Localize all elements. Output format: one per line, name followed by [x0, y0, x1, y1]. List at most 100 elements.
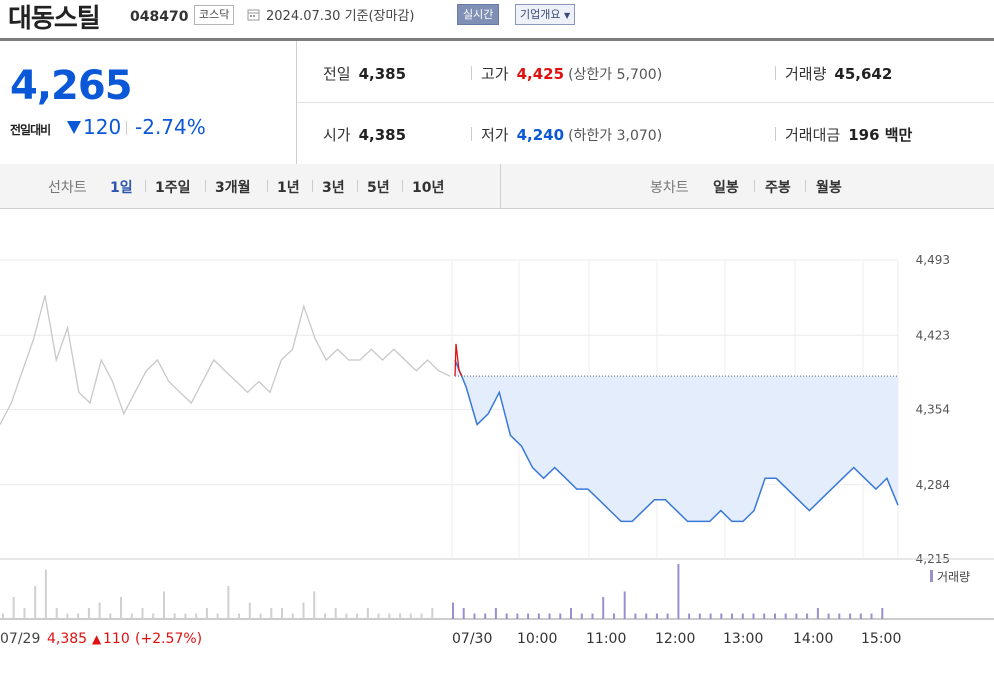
volume-bar: [23, 608, 26, 619]
tab-5-years[interactable]: 5년: [367, 180, 390, 196]
tab-weekly-candle[interactable]: 주봉: [765, 180, 791, 196]
prev-close-value: 4,385: [358, 65, 407, 83]
stock-name: 대동스틸: [8, 4, 101, 34]
volume-bar: [98, 602, 101, 619]
volume-bar: [494, 608, 497, 619]
x-tick-label: 13:00: [723, 631, 763, 647]
candle-chart-title: 봉차트: [650, 180, 689, 196]
high-price: 고가 4,425 (상한가 5,700): [481, 63, 662, 84]
volume-bar: [688, 613, 691, 619]
volume-bar: [238, 613, 241, 619]
x-tick-label: 15:00: [861, 631, 901, 647]
volume-bar: [345, 613, 348, 619]
volume-bar: [516, 613, 519, 619]
volume-bar: [366, 608, 369, 619]
volume-bar: [709, 613, 712, 619]
volume-bar: [420, 613, 423, 619]
company-overview-button[interactable]: 기업개요 ▼: [515, 4, 576, 25]
volume-bar: [259, 613, 262, 619]
divider: [754, 180, 755, 192]
amount-label: 거래대금: [785, 126, 841, 144]
volume-bar: [12, 597, 15, 619]
volume-bar: [324, 613, 326, 619]
volume-bar: [731, 613, 733, 619]
tab-1-year[interactable]: 1년: [277, 180, 300, 196]
series-area-today: [455, 360, 898, 522]
prev-close-label: 전일: [323, 65, 351, 83]
volume-bar: [591, 613, 594, 619]
volume-bar: [623, 591, 626, 619]
volume-bar: [570, 608, 572, 619]
volume-bar: [655, 613, 658, 619]
divider: [775, 127, 776, 141]
volume-bar: [313, 591, 316, 619]
volume-bar: [34, 586, 37, 619]
volume-value: 45,642: [834, 65, 893, 83]
divider: [357, 180, 358, 192]
volume-legend-label: 거래량: [937, 570, 970, 584]
company-overview-label: 기업개요: [520, 8, 561, 21]
volume-bar: [184, 613, 187, 619]
volume-bar: [173, 613, 176, 619]
tab-1-day[interactable]: 1일: [110, 180, 133, 196]
divider: [126, 121, 127, 135]
x-tick-label: 11:00: [586, 631, 626, 647]
volume-bar: [870, 613, 873, 619]
volume-bar: [152, 613, 155, 619]
stock-code: 048470: [130, 9, 189, 25]
x-tick-label: 12:00: [655, 631, 695, 647]
realtime-button[interactable]: 실시간: [457, 4, 500, 25]
volume-bar: [827, 613, 830, 619]
volume-bar: [195, 613, 198, 619]
prev-day-label: 07/29: [0, 631, 40, 647]
volume-bar: [752, 613, 755, 619]
upper-limit: (상한가 5,700): [568, 67, 663, 83]
volume-bar: [462, 608, 465, 619]
volume: 거래량 45,642: [785, 63, 892, 84]
line-chart-title: 선차트: [48, 180, 87, 196]
amount-value: 196 백만: [848, 126, 913, 144]
y-tick-label: 4,493: [916, 253, 950, 267]
open-value: 4,385: [358, 126, 407, 144]
volume-bar: [816, 608, 819, 619]
volume-bar: [537, 613, 540, 619]
down-arrow-icon: [67, 121, 81, 134]
stock-header: 대동스틸 048470 코스닥 2024.07.30 기준(장마감) 실시간 기…: [0, 0, 994, 38]
volume-bar: [741, 613, 744, 619]
volume-bar: [431, 608, 434, 619]
volume-bar: [795, 613, 798, 619]
volume-bar: [141, 608, 144, 619]
open-price: 시가 4,385: [323, 124, 406, 145]
volume-bar: [849, 613, 852, 619]
change-percent: -2.74%: [135, 115, 206, 139]
tab-3-months[interactable]: 3개월: [215, 180, 251, 196]
volume-bar: [377, 613, 380, 619]
volume-bar: [66, 613, 69, 619]
volume-bar: [216, 613, 219, 619]
prev-day-change: 110: [103, 631, 130, 647]
volume-bar: [634, 613, 637, 619]
y-tick-label: 4,354: [916, 403, 950, 417]
tab-1-week[interactable]: 1주일: [155, 180, 191, 196]
tab-daily-candle[interactable]: 일봉: [713, 180, 739, 196]
quote-panel: 4,265 전일대비 120 -2.74% 전일 4,385 고가 4,425 (상한…: [0, 41, 994, 165]
divider: [145, 180, 146, 192]
prev-day-close: 4,385: [47, 631, 87, 647]
trade-amount: 거래대금 196 백만: [785, 124, 912, 145]
high-value: 4,425: [516, 65, 565, 83]
volume-bar: [720, 613, 723, 619]
volume-bar: [270, 608, 273, 619]
volume-label: 거래량: [785, 65, 827, 83]
tab-3-years[interactable]: 3년: [322, 180, 345, 196]
series-line-prev-day: [0, 295, 451, 425]
tab-10-years[interactable]: 10년: [412, 180, 445, 196]
divider: [402, 180, 403, 192]
low-value: 4,240: [516, 126, 565, 144]
volume-bar: [806, 613, 809, 619]
tab-monthly-candle[interactable]: 월봉: [816, 180, 842, 196]
calendar-icon: [247, 9, 260, 21]
row-divider: [297, 102, 994, 103]
x-tick-label: 14:00: [793, 631, 833, 647]
volume-bar: [55, 608, 58, 619]
volume-bar: [291, 613, 294, 619]
